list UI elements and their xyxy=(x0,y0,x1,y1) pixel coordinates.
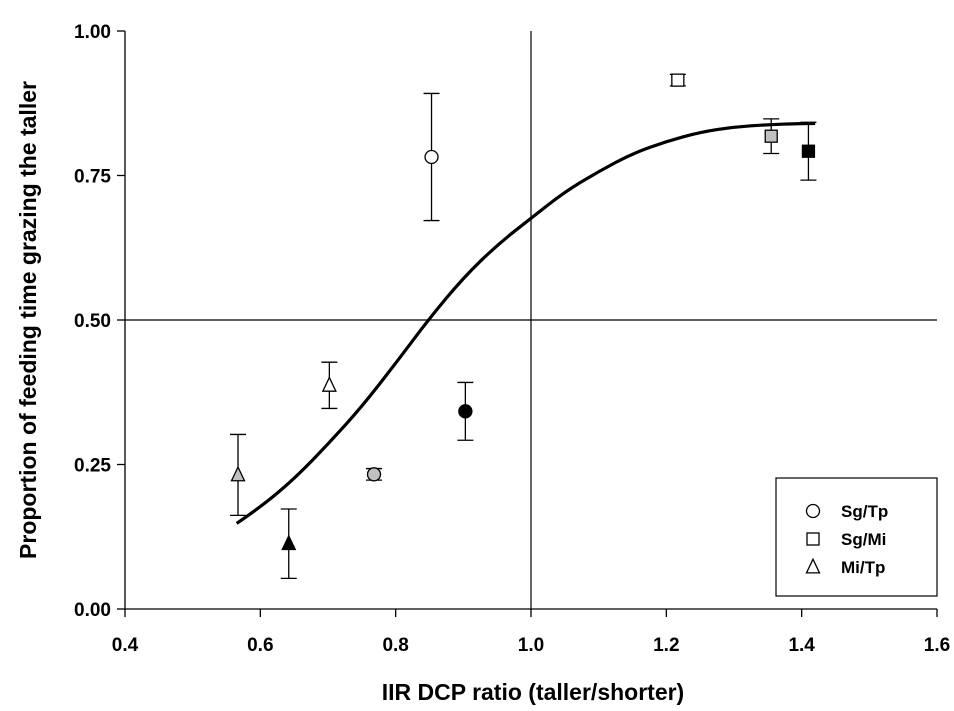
data-point-triangle xyxy=(281,534,297,551)
x-tick-label: 1.2 xyxy=(653,635,679,656)
y-tick-label: 0.25 xyxy=(74,456,111,477)
y-axis-title: Proportion of feeding time grazing the t… xyxy=(15,81,41,559)
legend-marker-triangle xyxy=(805,557,821,574)
legend-marker-circle xyxy=(805,503,821,519)
data-points xyxy=(230,73,816,551)
legend-box xyxy=(775,477,938,597)
fit-curve xyxy=(235,121,816,525)
x-tick-label: 0.4 xyxy=(112,635,139,656)
x-tick-label: 0.8 xyxy=(382,635,408,656)
x-axis-title: IIR DCP ratio (taller/shorter) xyxy=(382,679,684,705)
data-point-square xyxy=(801,144,816,158)
legend-label: Mi/Tp xyxy=(841,558,885,577)
reference-lines xyxy=(125,31,937,609)
legend: Sg/Tp Sg/Mi Mi/Tp xyxy=(775,477,938,597)
data-point-circle xyxy=(366,467,382,482)
error-bars xyxy=(230,73,817,580)
x-tick-label: 1.6 xyxy=(924,635,950,656)
x-tick-label: 1.4 xyxy=(788,635,815,656)
tick-labels: 0.00 0.25 0.50 0.75 1.00 0.4 0.6 0.8 1.0 1.2 1.4 1.… xyxy=(74,22,950,656)
data-point-triangle xyxy=(321,376,337,392)
data-point-circle xyxy=(424,149,439,165)
y-tick-label: 0.75 xyxy=(74,167,111,188)
x-tick-label: 0.6 xyxy=(247,635,273,656)
y-tick-label: 0.50 xyxy=(74,311,111,332)
data-point-circle xyxy=(458,404,473,419)
legend-marker-square xyxy=(806,532,820,546)
y-tick-label: 0.00 xyxy=(74,600,111,621)
data-point-square xyxy=(764,129,778,143)
fit-curve-group xyxy=(235,121,816,525)
legend-label: Sg/Mi xyxy=(841,530,886,549)
legend-label: Sg/Tp xyxy=(841,502,888,521)
y-tick-label: 1.00 xyxy=(74,22,111,43)
x-tick-label: 1.0 xyxy=(518,635,544,656)
data-point-square xyxy=(671,73,685,87)
data-point-triangle xyxy=(230,465,246,482)
